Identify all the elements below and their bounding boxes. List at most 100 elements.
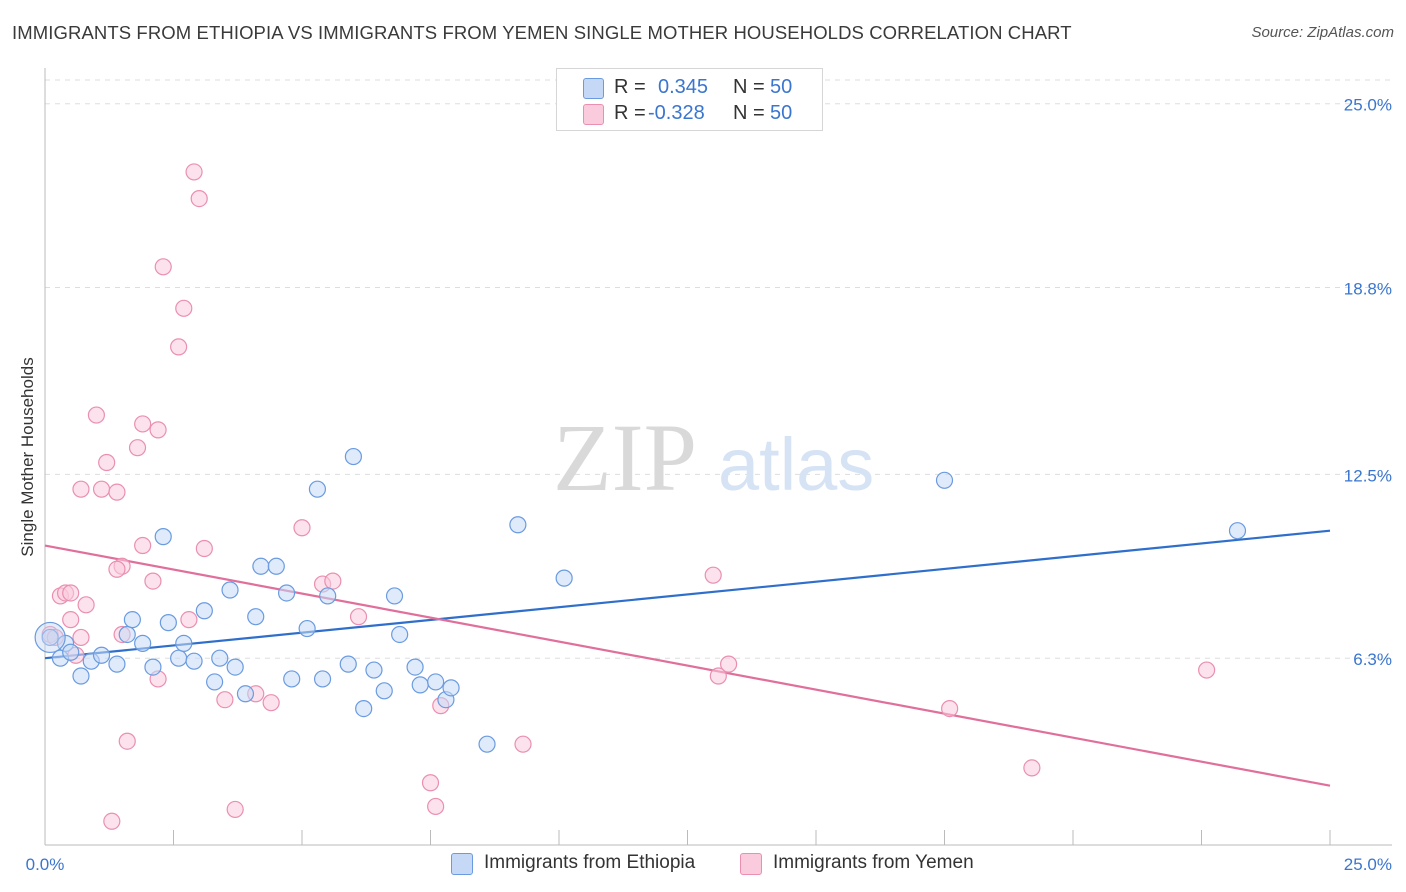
ethiopia-point bbox=[221, 581, 239, 599]
series-legend-label: Immigrants from Yemen bbox=[773, 852, 974, 873]
legend-swatch-blue bbox=[451, 853, 473, 875]
yemen-point bbox=[1198, 661, 1216, 679]
ethiopia-point bbox=[123, 611, 141, 629]
legend-swatch-pink bbox=[583, 104, 604, 125]
yemen-point bbox=[108, 483, 126, 501]
ethiopia-point bbox=[555, 569, 573, 587]
legend-swatch-blue bbox=[583, 78, 604, 99]
yemen-point bbox=[170, 338, 188, 356]
ethiopia-point bbox=[339, 655, 357, 673]
watermark: ZIP atlas bbox=[553, 404, 874, 511]
yemen-point bbox=[103, 812, 121, 830]
yemen-point bbox=[144, 572, 162, 590]
watermark-atlas: atlas bbox=[718, 423, 874, 506]
ethiopia-point bbox=[935, 471, 954, 489]
ethiopia-point bbox=[252, 557, 270, 575]
y-axis-label: Single Mother Households bbox=[18, 357, 37, 557]
ethiopia-point bbox=[313, 670, 332, 688]
yemen-point bbox=[134, 415, 152, 433]
ethiopia-trend-line bbox=[44, 529, 1331, 660]
ethiopia-point bbox=[144, 658, 162, 676]
ethiopia-point bbox=[206, 673, 224, 691]
tick-labels: 6.3% 12.5% 18.8% 25.0% 0.0% 25.0% bbox=[26, 96, 1392, 874]
yemen-point bbox=[134, 536, 152, 555]
x-tick-label: 0.0% bbox=[26, 855, 65, 874]
ethiopia-point bbox=[298, 619, 316, 638]
ethiopia-point bbox=[41, 628, 59, 647]
yemen-point bbox=[149, 421, 167, 439]
data-points bbox=[34, 163, 1247, 830]
ethiopia-point bbox=[170, 649, 188, 667]
legend-n-label: N = bbox=[733, 75, 765, 98]
ethiopia-point bbox=[344, 447, 362, 466]
yemen-point bbox=[92, 480, 111, 498]
yemen-point bbox=[62, 584, 80, 602]
legend-r-label: R = bbox=[614, 75, 646, 98]
yemen-point bbox=[941, 700, 959, 718]
legend-r-label: R = bbox=[614, 101, 646, 124]
legend-n-label: N = bbox=[733, 101, 765, 124]
source-label: Source: ZipAtlas.com bbox=[1251, 24, 1394, 41]
yemen-point bbox=[72, 480, 90, 498]
yemen-point bbox=[1023, 759, 1041, 777]
yemen-point bbox=[709, 667, 727, 685]
yemen-point bbox=[154, 258, 172, 276]
ethiopia-point bbox=[247, 608, 265, 626]
ethiopia-point bbox=[118, 625, 136, 644]
yemen-point bbox=[118, 732, 136, 750]
yemen-point bbox=[324, 572, 342, 590]
ethiopia-point bbox=[277, 584, 296, 602]
ethiopia-point bbox=[108, 655, 126, 673]
ethiopia-point bbox=[442, 679, 460, 697]
ethiopia-point bbox=[385, 587, 404, 605]
legend-n-value: 50 bbox=[770, 75, 793, 98]
yemen-point bbox=[262, 694, 280, 712]
trend-lines bbox=[44, 529, 1331, 787]
yemen-point bbox=[720, 655, 738, 673]
axes bbox=[44, 68, 1392, 846]
x-tick-label: 25.0% bbox=[1344, 855, 1392, 874]
ethiopia-point bbox=[391, 625, 409, 644]
ethiopia-point bbox=[308, 480, 327, 498]
chart-title: IMMIGRANTS FROM ETHIOPIA VS IMMIGRANTS F… bbox=[12, 22, 1072, 43]
ethiopia-point bbox=[319, 587, 337, 605]
yemen-point bbox=[427, 797, 445, 816]
ethiopia-point bbox=[211, 649, 229, 667]
ethiopia-point bbox=[34, 621, 66, 654]
ethiopia-point bbox=[406, 658, 424, 676]
yemen-point bbox=[195, 539, 213, 558]
ethiopia-point bbox=[478, 735, 496, 753]
ethiopia-point bbox=[62, 643, 80, 661]
ethiopia-point bbox=[185, 652, 203, 670]
legend-r-value: -0.328 bbox=[648, 101, 705, 124]
series-legend-label: Immigrants from Ethiopia bbox=[484, 852, 696, 873]
ethiopia-point bbox=[509, 516, 527, 534]
ethiopia-point bbox=[355, 700, 373, 718]
ethiopia-point bbox=[159, 614, 177, 632]
ethiopia-point bbox=[175, 634, 193, 652]
ethiopia-point bbox=[154, 528, 172, 546]
watermark-zip: ZIP bbox=[553, 404, 697, 511]
ethiopia-point bbox=[236, 685, 255, 703]
ethiopia-point bbox=[283, 670, 301, 688]
ethiopia-point bbox=[375, 682, 393, 700]
ethiopia-point bbox=[92, 646, 111, 664]
yemen-point bbox=[185, 163, 203, 181]
yemen-point bbox=[87, 406, 106, 424]
ethiopia-point bbox=[365, 661, 383, 679]
legend-swatch-pink bbox=[740, 853, 762, 875]
ethiopia-point bbox=[411, 676, 429, 694]
yemen-point bbox=[216, 691, 234, 709]
yemen-point bbox=[72, 628, 90, 647]
ethiopia-point bbox=[1228, 522, 1247, 540]
yemen-point bbox=[293, 519, 311, 537]
yemen-point bbox=[62, 611, 80, 629]
y-tick-label: 25.0% bbox=[1344, 96, 1392, 115]
legend-r-value: 0.345 bbox=[658, 75, 709, 98]
y-tick-label: 6.3% bbox=[1353, 650, 1392, 669]
legend-n-value: 50 bbox=[770, 101, 793, 124]
yemen-point bbox=[704, 566, 722, 584]
yemen-trend-line bbox=[44, 544, 1331, 787]
yemen-point bbox=[190, 190, 208, 208]
